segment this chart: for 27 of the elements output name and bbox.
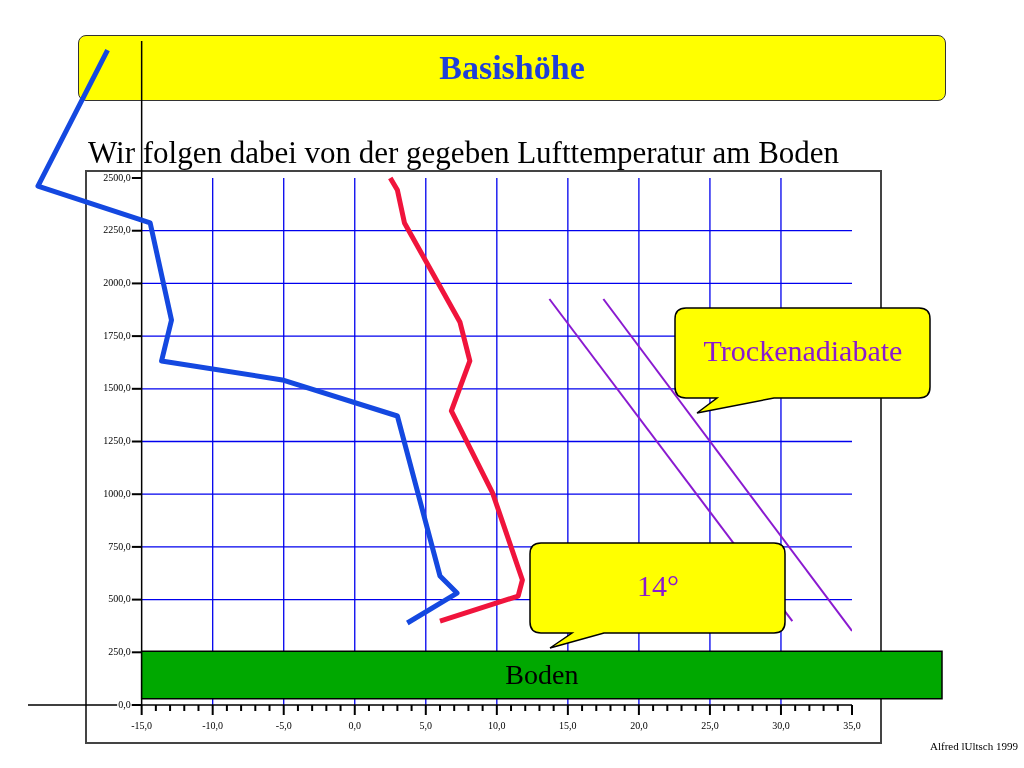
band-label: Boden [505,659,579,691]
y-tick-label: 2500,0 [103,171,131,183]
x-tick-label: 20,0 [630,719,648,731]
y-tick-label: 750,0 [108,540,131,552]
x-tick-label: -15,0 [131,719,153,731]
x-tick-label: 25,0 [701,719,719,731]
y-tick-label: 0,0 [118,698,131,710]
text: Alfred lUltsch 1999 [930,740,1018,752]
y-tick-label: 2000,0 [103,277,131,289]
y-tick-label: 1500,0 [103,382,131,394]
x-tick-label: -10,0 [202,719,224,731]
x-tick-label: 0,0 [348,719,362,731]
x-tick-label: 5,0 [419,719,433,731]
y-tick-label: 250,0 [108,645,131,657]
x-tick-label: 30,0 [772,719,790,731]
x-tick-label: 35,0 [843,719,861,731]
annotation: 14° [636,569,680,603]
y-tick-label: 1750,0 [103,329,131,341]
y-tick-label: 1000,0 [103,487,131,499]
annotation: Trockenadiabate [702,334,904,368]
x-tick-label: -5,0 [275,719,292,731]
y-tick-label: 1250,0 [103,435,131,447]
x-tick-label: 10,0 [488,719,506,731]
text: Wir folgen dabei von der gegeben Lufttemperatur am Boden [88,135,840,171]
y-tick-label: 500,0 [108,593,131,605]
y-tick-label: 2250,0 [103,224,131,236]
x-tick-label: 15,0 [559,719,577,731]
